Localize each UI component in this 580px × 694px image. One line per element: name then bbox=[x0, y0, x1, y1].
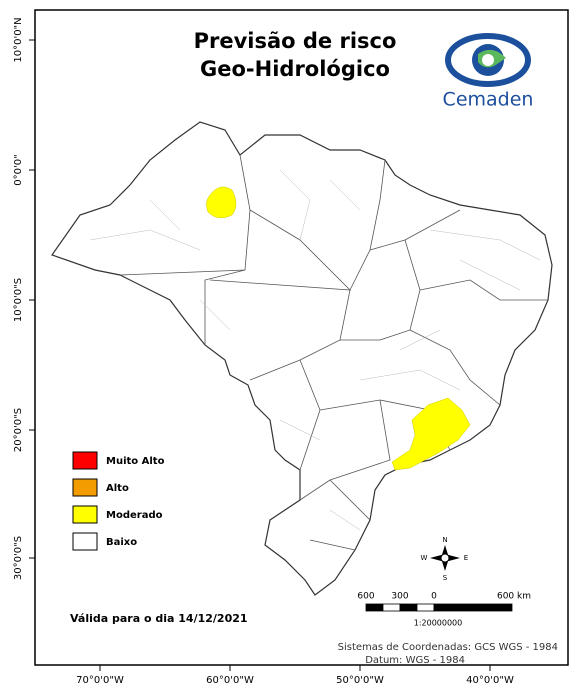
latitude-label: 30°0'0"S bbox=[13, 536, 24, 580]
scale-label: 300 bbox=[391, 592, 408, 602]
graticule-ticks bbox=[29, 39, 491, 671]
municipality-borders bbox=[89, 169, 541, 531]
compass-label: S bbox=[443, 574, 448, 582]
legend-label: Baixo bbox=[106, 537, 137, 548]
legend-swatch bbox=[72, 532, 98, 551]
scale-bar bbox=[365, 603, 513, 612]
longitude-label: 40°0'0"W bbox=[466, 675, 514, 686]
compass-label: W bbox=[421, 554, 428, 562]
risk-area bbox=[391, 397, 471, 471]
legend-label: Muito Alto bbox=[106, 456, 165, 467]
scale-label: 0 bbox=[431, 592, 437, 602]
latitude-label: 20°0'0"S bbox=[13, 408, 24, 452]
legend-label: Moderado bbox=[106, 510, 163, 521]
country-outline bbox=[51, 121, 553, 596]
legend: Muito Alto Alto Moderado Baixo bbox=[72, 451, 165, 551]
compass-label: E bbox=[464, 554, 468, 562]
compass-rose bbox=[430, 545, 460, 571]
legend-swatch bbox=[72, 478, 98, 497]
logo-text: Cemaden bbox=[443, 89, 534, 111]
scale-ratio: 1:20000000 bbox=[414, 619, 463, 628]
datum: Datum: WGS - 1984 bbox=[365, 655, 465, 666]
latitude-labels: 10°0'0"N 0°0'0" 10°0'0"S 20°0'0"S 30°0'0"S bbox=[13, 17, 24, 580]
scale-label: 600 bbox=[357, 592, 374, 602]
longitude-labels: 70°0'0"W 60°0'0"W 50°0'0"W 40°0'0"W bbox=[76, 675, 514, 686]
coordinate-system: Sistemas de Coordenadas: GCS WGS - 1984 bbox=[338, 642, 558, 653]
latitude-label: 10°0'0"S bbox=[13, 278, 24, 322]
compass-label: N bbox=[442, 536, 447, 544]
legend-swatch bbox=[72, 451, 98, 470]
risk-area bbox=[206, 186, 237, 219]
legend-label: Alto bbox=[106, 483, 129, 494]
title: Previsão de risco bbox=[194, 29, 397, 53]
longitude-label: 60°0'0"W bbox=[206, 675, 254, 686]
legend-swatch bbox=[72, 505, 98, 524]
state-borders bbox=[119, 154, 548, 551]
title: Geo-Hidrológico bbox=[200, 57, 390, 81]
longitude-label: 70°0'0"W bbox=[76, 675, 124, 686]
scale-label: 600 km bbox=[497, 592, 531, 602]
latitude-label: 10°0'0"N bbox=[13, 17, 24, 62]
logo bbox=[445, 33, 531, 87]
longitude-label: 50°0'0"W bbox=[336, 675, 384, 686]
validity-date: Válida para o dia 14/12/2021 bbox=[70, 612, 248, 625]
latitude-label: 0°0'0" bbox=[13, 154, 24, 185]
